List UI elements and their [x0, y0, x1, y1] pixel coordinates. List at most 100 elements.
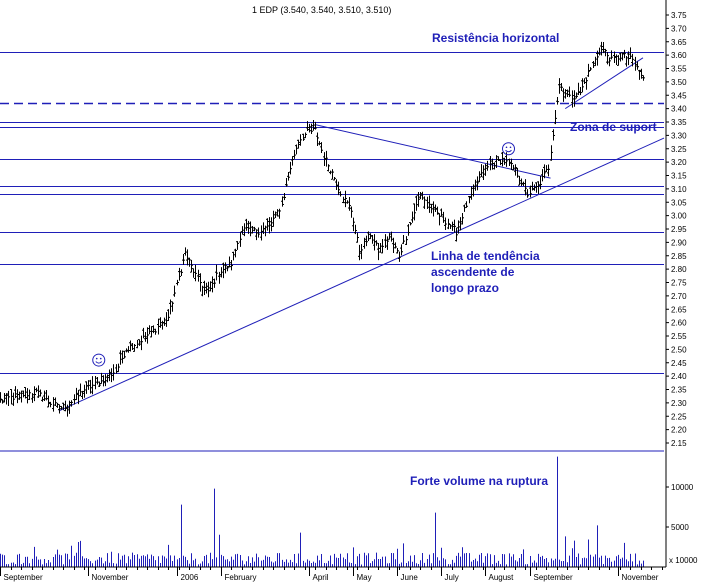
price-bar-101 — [211, 276, 214, 293]
price-bar-192 — [402, 235, 405, 244]
price-bar-253 — [531, 181, 534, 191]
price-bar-161 — [337, 181, 340, 196]
price-bar-25 — [52, 397, 55, 412]
month-label-2: 2006 — [181, 573, 199, 582]
price-bar-95 — [199, 273, 202, 292]
price-bar-282 — [592, 60, 595, 69]
price-bar-118 — [247, 220, 250, 234]
price-bar-254 — [533, 184, 536, 191]
price-bar-58 — [121, 350, 124, 364]
price-tick-label-32: 2.15 — [671, 439, 687, 448]
price-bar-268 — [562, 88, 565, 102]
price-bar-245 — [514, 164, 517, 176]
price-bar-273 — [573, 90, 576, 107]
price-bar-190 — [398, 251, 401, 262]
price-bar-91 — [190, 259, 193, 273]
price-bar-138 — [289, 161, 292, 175]
month-label-6: June — [401, 573, 419, 582]
price-bar-219 — [459, 217, 462, 231]
price-bar-291 — [610, 50, 613, 60]
smiley-eye — [99, 357, 102, 360]
price-bar-12 — [24, 386, 27, 399]
price-tick-label-14: 3.05 — [671, 198, 687, 207]
price-bar-9 — [18, 391, 21, 400]
price-bar-210 — [440, 208, 443, 217]
price-bar-4 — [7, 390, 10, 407]
price-bar-248 — [520, 178, 523, 187]
price-bar-92 — [192, 268, 195, 278]
price-bar-285 — [598, 47, 601, 56]
price-bar-104 — [218, 271, 221, 284]
price-bar-97 — [203, 280, 206, 296]
price-bar-73 — [152, 325, 155, 334]
price-bar-272 — [571, 90, 574, 108]
price-bar-61 — [127, 346, 130, 353]
price-bar-27 — [56, 402, 59, 408]
time-axis: September November 2006 February April May Jun… — [0, 566, 666, 582]
price-bar-200 — [419, 191, 422, 200]
price-bar-293 — [615, 54, 618, 65]
price-bar-284 — [596, 50, 599, 66]
price-bar-223 — [468, 196, 471, 204]
price-bar-188 — [394, 242, 397, 249]
price-bar-151 — [316, 132, 319, 147]
price-bar-8 — [16, 389, 19, 404]
price-bar-171 — [358, 244, 361, 261]
price-bar-229 — [480, 164, 483, 178]
price-bar-102 — [213, 278, 216, 288]
price-bar-116 — [243, 223, 246, 237]
price-bar-287 — [602, 42, 605, 54]
price-bar-72 — [150, 326, 153, 338]
annotation-tendencia-line1: Linha de tendência — [431, 249, 540, 263]
price-bar-13 — [26, 388, 29, 404]
price-bar-226 — [474, 179, 477, 191]
price-bar-300 — [629, 47, 632, 60]
trend-line-2 — [564, 57, 644, 110]
price-bar-139 — [291, 156, 294, 166]
price-bar-57 — [119, 350, 122, 365]
price-bar-269 — [564, 89, 567, 99]
price-bar-259 — [543, 164, 546, 179]
price-tick-label-22: 2.65 — [671, 305, 687, 314]
price-bar-169 — [354, 224, 357, 235]
price-bar-99 — [207, 281, 210, 298]
price-bar-198 — [415, 195, 418, 211]
price-bar-242 — [508, 158, 511, 167]
price-bar-220 — [461, 212, 464, 225]
price-tick-label-9: 3.30 — [671, 131, 687, 140]
price-bar-154 — [323, 152, 326, 166]
price-bar-289 — [606, 51, 609, 65]
price-bar-204 — [428, 195, 431, 213]
price-bar-224 — [470, 186, 473, 200]
price-tick-label-20: 2.75 — [671, 279, 687, 288]
price-bar-122 — [255, 229, 258, 241]
smiley-face — [92, 353, 106, 367]
price-bar-127 — [266, 218, 269, 231]
price-bar-40 — [83, 384, 86, 398]
price-bar-156 — [327, 164, 330, 172]
price-bar-38 — [79, 383, 82, 397]
price-bar-234 — [491, 158, 494, 170]
price-tick-label-1: 3.70 — [671, 24, 687, 33]
price-tick-label-29: 2.30 — [671, 399, 687, 408]
price-bar-201 — [421, 191, 424, 200]
price-bar-121 — [253, 226, 256, 232]
price-bar-18 — [37, 385, 40, 398]
smiley-face — [502, 142, 516, 156]
price-bar-142 — [297, 139, 300, 149]
price-bar-65 — [136, 339, 139, 349]
price-bar-235 — [493, 162, 496, 170]
price-bar-165 — [346, 200, 349, 204]
annotation-suporte: Zona de suport — [570, 120, 657, 134]
price-bar-305 — [640, 68, 643, 79]
price-bar-276 — [579, 87, 582, 96]
price-bar-1 — [1, 399, 4, 404]
price-bar-103 — [215, 264, 218, 281]
price-bar-197 — [413, 203, 416, 221]
price-bar-43 — [89, 379, 92, 394]
price-bar-232 — [486, 160, 489, 171]
price-bar-75 — [157, 318, 160, 335]
price-bar-2 — [3, 392, 6, 403]
price-bar-301 — [631, 53, 634, 67]
